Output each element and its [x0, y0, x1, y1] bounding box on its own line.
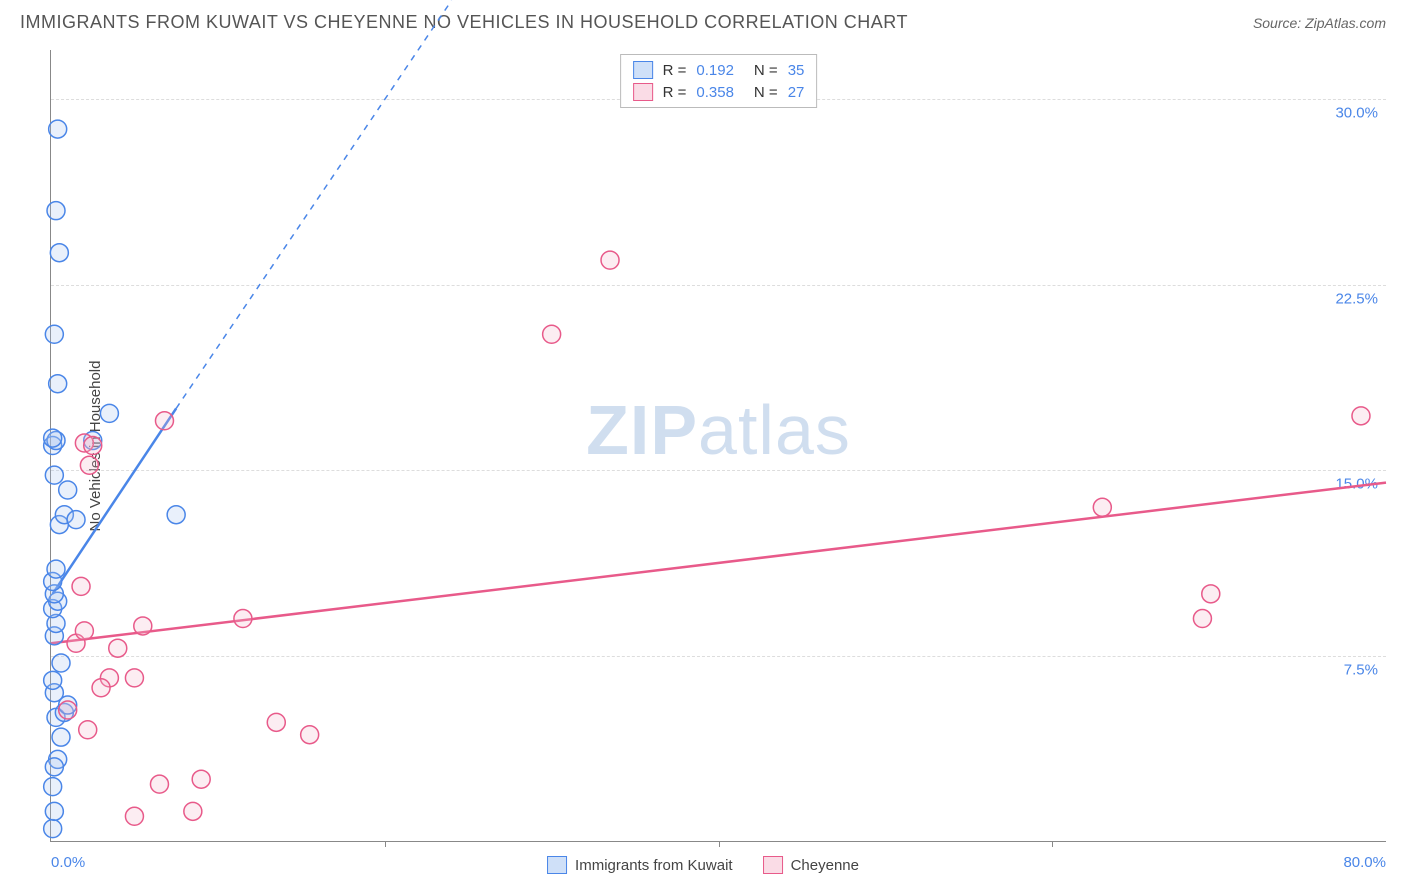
correlation-legend: R = 0.192 N = 35 R = 0.358 N = 27	[620, 54, 818, 108]
legend-item-cheyenne: Cheyenne	[763, 856, 859, 874]
x-tick-label: 0.0%	[51, 854, 85, 871]
x-tick	[719, 841, 720, 847]
series-legend: Immigrants from Kuwait Cheyenne	[547, 856, 859, 874]
source-label: Source: ZipAtlas.com	[1253, 15, 1386, 31]
legend-item-kuwait: Immigrants from Kuwait	[547, 856, 733, 874]
chart-area: ZIPatlas R = 0.192 N = 35 R = 0.358 N = …	[50, 50, 1386, 842]
legend-row-kuwait: R = 0.192 N = 35	[633, 59, 805, 81]
swatch-kuwait	[633, 61, 653, 79]
x-tick	[385, 841, 386, 847]
swatch-kuwait-icon	[547, 856, 567, 874]
header: IMMIGRANTS FROM KUWAIT VS CHEYENNE NO VE…	[0, 0, 1406, 41]
chart-title: IMMIGRANTS FROM KUWAIT VS CHEYENNE NO VE…	[20, 12, 908, 33]
x-tick-label: 80.0%	[1343, 854, 1386, 871]
x-tick	[1052, 841, 1053, 847]
swatch-cheyenne-icon	[763, 856, 783, 874]
scatter-plot	[51, 50, 1386, 841]
swatch-cheyenne	[633, 83, 653, 101]
legend-row-cheyenne: R = 0.358 N = 27	[633, 81, 805, 103]
